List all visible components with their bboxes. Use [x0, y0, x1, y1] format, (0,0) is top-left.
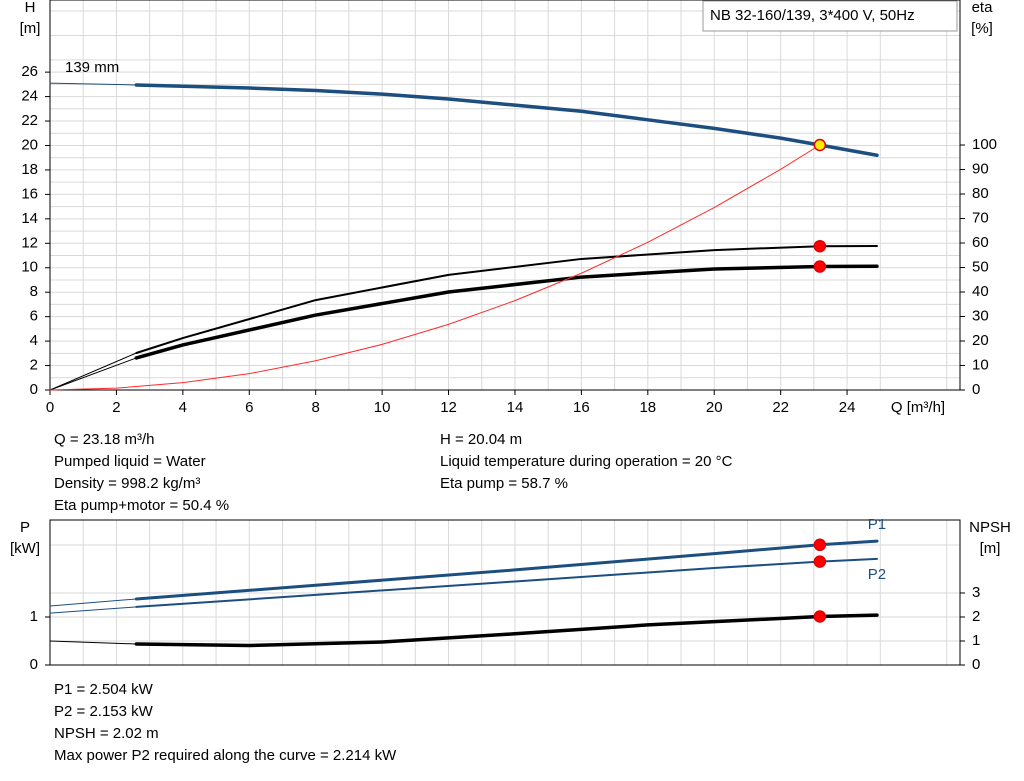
x-tick-label: 24	[839, 399, 856, 416]
series-label: 139 mm	[65, 59, 119, 76]
x-tick-label: 6	[245, 399, 253, 416]
series-label: P2	[868, 566, 886, 583]
info-text: Q = 23.18 m³/h	[54, 431, 154, 448]
y2-tick-label: 20	[972, 332, 989, 349]
duty-point	[813, 239, 827, 253]
y-tick-label: 0	[30, 656, 38, 673]
info-text: Max power P2 required along the curve = …	[54, 747, 397, 764]
curve	[134, 83, 879, 158]
y-tick-label: 0	[30, 381, 38, 398]
y-tick-label: 18	[21, 161, 38, 178]
info-text: Eta pump+motor = 50.4 %	[54, 497, 229, 514]
y-tick-label: 4	[30, 332, 38, 349]
curve	[135, 557, 878, 608]
curve-extension	[49, 82, 137, 86]
y2-tick-label: 0	[972, 656, 980, 673]
x-tick-label: 4	[179, 399, 187, 416]
x-axis-label: Q [m³/h]	[891, 399, 945, 416]
y-tick-label: 16	[21, 185, 38, 202]
y2-axis-label: [%]	[971, 20, 993, 37]
y2-tick-label: 10	[972, 356, 989, 373]
curve	[134, 264, 879, 360]
y2-tick-label: 50	[972, 258, 989, 275]
x-tick-label: 20	[706, 399, 723, 416]
y-tick-label: 8	[30, 283, 38, 300]
y2-tick-label: 0	[972, 381, 980, 398]
y-axis-label: P	[20, 519, 30, 536]
curve-extension	[49, 598, 137, 607]
info-text: NPSH = 2.02 m	[54, 725, 159, 742]
chart-title: NB 32-160/139, 3*400 V, 50Hz	[710, 7, 915, 24]
y-tick-label: 22	[21, 112, 38, 129]
curve	[135, 244, 878, 355]
y-tick-label: 26	[21, 63, 38, 80]
y2-tick-label: 80	[972, 185, 989, 202]
y-tick-label: 12	[21, 234, 38, 251]
y2-tick-label: 1	[972, 632, 980, 649]
y-tick-label: 6	[30, 308, 38, 325]
curve-extension	[49, 352, 137, 391]
y-tick-label: 20	[21, 136, 38, 153]
y-axis-label: H	[25, 0, 36, 16]
x-tick-label: 8	[312, 399, 320, 416]
y2-axis-label: NPSH	[969, 519, 1011, 536]
y-tick-label: 14	[21, 210, 38, 227]
info-text: H = 20.04 m	[440, 431, 522, 448]
y2-tick-label: 30	[972, 307, 989, 324]
curve	[49, 144, 821, 391]
curve-extension	[49, 606, 137, 614]
y2-tick-label: 90	[972, 160, 989, 177]
info-text: Pumped liquid = Water	[54, 453, 206, 470]
y-tick-label: 24	[21, 88, 38, 105]
x-tick-label: 10	[374, 399, 391, 416]
info-text: P1 = 2.504 kW	[54, 681, 154, 698]
y-axis-label: [kW]	[10, 540, 40, 557]
y2-tick-label: 70	[972, 209, 989, 226]
series-label: P1	[868, 516, 886, 533]
x-tick-label: 14	[507, 399, 524, 416]
info-text: Eta pump = 58.7 %	[440, 475, 568, 492]
x-tick-label: 22	[772, 399, 789, 416]
title-box	[702, 0, 958, 32]
x-tick-label: 12	[440, 399, 457, 416]
x-tick-label: 18	[639, 399, 656, 416]
y-tick-label: 1	[30, 608, 38, 625]
y2-tick-label: 40	[972, 283, 989, 300]
y2-tick-label: 2	[972, 608, 980, 625]
duty-point	[813, 138, 827, 152]
plot-frame	[49, 0, 961, 391]
curve-extension	[49, 357, 137, 391]
x-tick-label: 16	[573, 399, 590, 416]
y-tick-label: 10	[21, 259, 38, 276]
info-text: P2 = 2.153 kW	[54, 703, 154, 720]
y2-tick-label: 60	[972, 234, 989, 251]
y2-axis-label: [m]	[980, 540, 1001, 557]
curve-extension	[49, 640, 137, 645]
info-text: Density = 998.2 kg/m³	[54, 475, 200, 492]
duty-point	[813, 555, 827, 568]
x-tick-label: 0	[46, 399, 54, 416]
curve	[134, 539, 879, 601]
duty-point	[813, 260, 827, 273]
duty-point	[813, 538, 827, 552]
info-text: Liquid temperature during operation = 20…	[440, 453, 733, 470]
y2-tick-label: 100	[972, 136, 997, 153]
y2-axis-label: eta	[972, 0, 994, 16]
y-axis-label: [m]	[20, 20, 41, 37]
x-tick-label: 2	[112, 399, 120, 416]
y-tick-label: 2	[30, 357, 38, 374]
y2-tick-label: 3	[972, 584, 980, 601]
duty-point	[813, 610, 827, 623]
